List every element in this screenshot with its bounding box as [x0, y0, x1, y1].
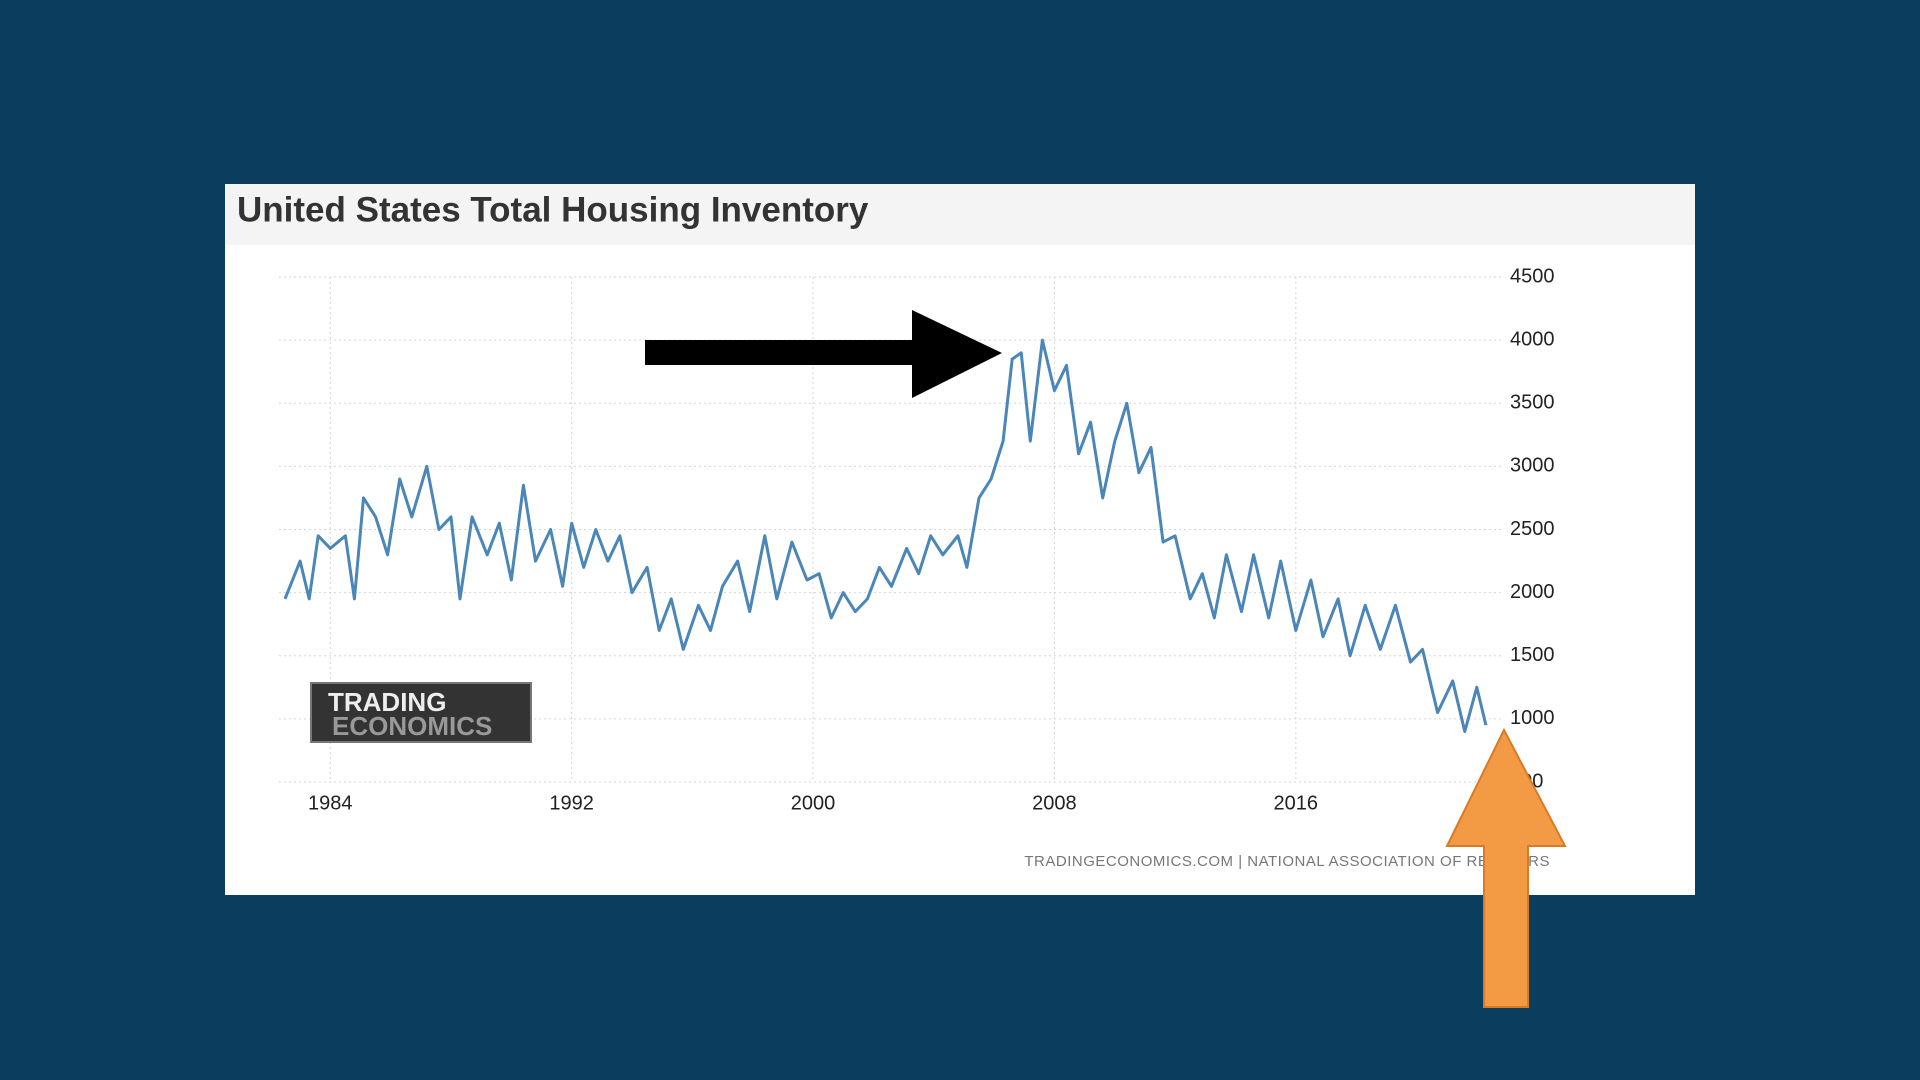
- y-tick-label: 3500: [1510, 392, 1555, 414]
- y-tick-label: 3000: [1510, 455, 1555, 477]
- y-tick-label: 1500: [1510, 644, 1555, 666]
- plot: 5001000150020002500300035004000450019841…: [279, 265, 1555, 814]
- y-tick-label: 4500: [1510, 265, 1555, 287]
- x-tick-label: 1984: [308, 792, 353, 814]
- x-tick-label: 1992: [549, 792, 594, 814]
- title-bar: [225, 184, 1695, 245]
- chart-title: United States Total Housing Inventory: [237, 190, 869, 229]
- logo-text: ECONOMICS: [332, 711, 492, 741]
- logo-text: TRADING: [328, 687, 446, 717]
- x-tick-label: 2016: [1274, 792, 1319, 814]
- data-line: [283, 338, 1488, 733]
- y-tick-label: 2500: [1510, 518, 1555, 540]
- x-tick-label: 2000: [791, 792, 836, 814]
- y-tick-label: 2000: [1510, 581, 1555, 603]
- x-tick-label: 2008: [1032, 792, 1077, 814]
- black-arrow: [645, 310, 1002, 398]
- source: TRADINGECONOMICS.COM | NATIONAL ASSOCIAT…: [1024, 853, 1550, 870]
- y-tick-label: 4000: [1510, 328, 1555, 350]
- y-tick-label: 1000: [1510, 707, 1555, 729]
- orange-arrow: [1445, 727, 1567, 1008]
- logo-box: [310, 682, 532, 743]
